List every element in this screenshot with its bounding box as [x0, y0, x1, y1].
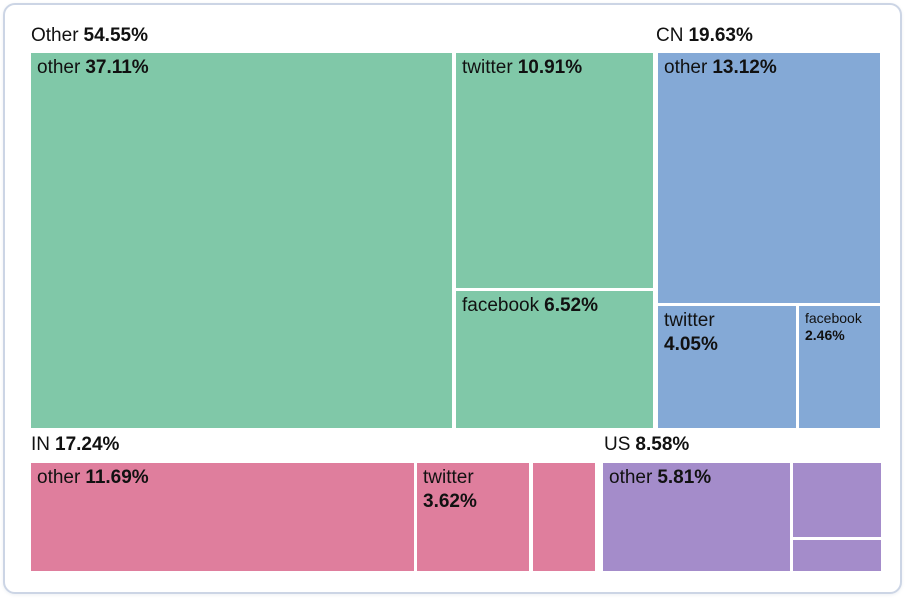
cell-value: 11.69%	[85, 467, 149, 488]
cell-label: twitter	[664, 310, 715, 331]
group-name: Other	[31, 25, 79, 46]
cell-in-other[interactable]: other 11.69%	[31, 463, 414, 571]
group-name: CN	[656, 25, 684, 46]
group-name: US	[604, 434, 631, 455]
cell-value: 5.81%	[657, 467, 712, 488]
cell-value: 4.05%	[664, 334, 718, 355]
cell-label: facebook	[805, 310, 862, 326]
group-name: IN	[31, 434, 50, 455]
group-value: 54.55%	[83, 25, 148, 46]
cell-label: other	[37, 57, 81, 78]
cell-in-twitter[interactable]: twitter 3.62%	[417, 463, 529, 571]
cell-value: 2.46%	[805, 327, 845, 343]
cell-value: 10.91%	[517, 57, 583, 78]
group-value: 8.58%	[635, 434, 690, 455]
cell-other-twitter[interactable]: twitter 10.91%	[456, 53, 653, 288]
cell-us-other[interactable]: other 5.81%	[603, 463, 790, 571]
cell-label: other	[37, 467, 81, 488]
cell-value: 3.62%	[423, 491, 477, 512]
cell-value: 37.11%	[85, 57, 149, 78]
cell-cn-other[interactable]: other 13.12%	[658, 53, 880, 303]
cell-value: 6.52%	[544, 295, 598, 316]
cell-cn-facebook[interactable]: facebook 2.46%	[799, 306, 880, 428]
cell-label: other	[609, 467, 653, 488]
cell-other-other[interactable]: other 37.11%	[31, 53, 452, 428]
group-label-other: Other 54.55%	[31, 25, 148, 47]
cell-label: facebook	[462, 295, 540, 316]
group-label-us: US 8.58%	[604, 434, 689, 456]
cell-cn-twitter[interactable]: twitter 4.05%	[658, 306, 796, 428]
cell-other-facebook[interactable]: facebook 6.52%	[456, 291, 653, 428]
group-label-cn: CN 19.63%	[656, 25, 753, 47]
cell-us-unlabeled-bottom[interactable]	[793, 540, 881, 571]
group-label-in: IN 17.24%	[31, 434, 119, 456]
cell-value: 13.12%	[712, 57, 777, 78]
cell-in-unlabeled[interactable]	[533, 463, 595, 571]
cell-label: other	[664, 57, 708, 78]
group-value: 17.24%	[55, 434, 120, 455]
cell-label: twitter	[423, 467, 474, 488]
cell-us-unlabeled-top[interactable]	[793, 463, 881, 537]
cell-label: twitter	[462, 57, 513, 78]
group-value: 19.63%	[688, 25, 753, 46]
